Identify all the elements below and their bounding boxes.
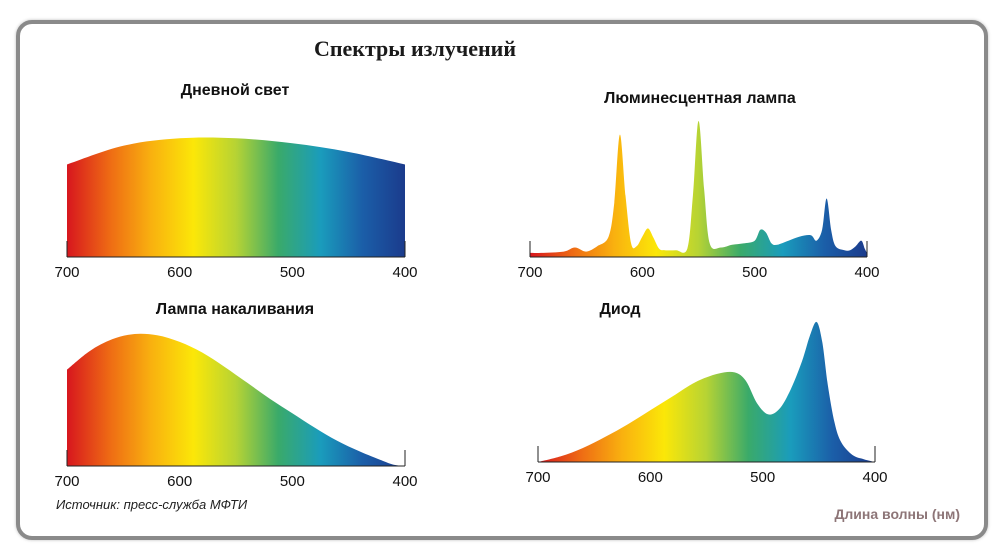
tick-label: 600 [638, 469, 663, 486]
panel-title-daylight: Дневной свет [180, 82, 290, 99]
tick-label: 500 [742, 264, 767, 281]
spectrum-area-diode [538, 321, 875, 462]
spectrum-area-fluorescent [530, 120, 867, 257]
tick-label: 400 [392, 473, 417, 490]
tick-label: 600 [167, 264, 192, 281]
spectrum-area-daylight [67, 137, 405, 257]
chart-main-title: Спектры излучений [313, 36, 517, 61]
tick-label: 500 [750, 469, 775, 486]
panel-title-incandescent: Лампа накаливания [155, 301, 315, 318]
tick-label: 600 [167, 473, 192, 490]
tick-label: 700 [517, 264, 542, 281]
tick-label: 400 [862, 469, 887, 486]
tick-label: 500 [280, 473, 305, 490]
tick-label: 600 [630, 264, 655, 281]
panel-title-fluorescent: Люминесцентная лампа [604, 90, 796, 107]
tick-label: 500 [280, 264, 305, 281]
tick-label: 700 [54, 473, 79, 490]
x-axis-caption: Длина волны (нм) [834, 506, 960, 522]
spectrum-panel-fluorescent: 700 600 500 400 [517, 120, 880, 281]
source-note: Источник: пресс-служба МФТИ [56, 497, 248, 512]
panel-title-diode: Диод [599, 301, 641, 318]
spectrum-panel-daylight: 700 600 500 400 [54, 137, 418, 281]
tick-label: 400 [392, 264, 417, 281]
spectrum-panel-incandescent: 700 600 500 400 [54, 333, 418, 490]
spectrum-area-incandescent [67, 333, 405, 466]
tick-label: 700 [525, 469, 550, 486]
tick-label: 400 [854, 264, 879, 281]
tick-label: 700 [54, 264, 79, 281]
spectrum-panel-diode: 700 600 500 400 [525, 321, 888, 486]
